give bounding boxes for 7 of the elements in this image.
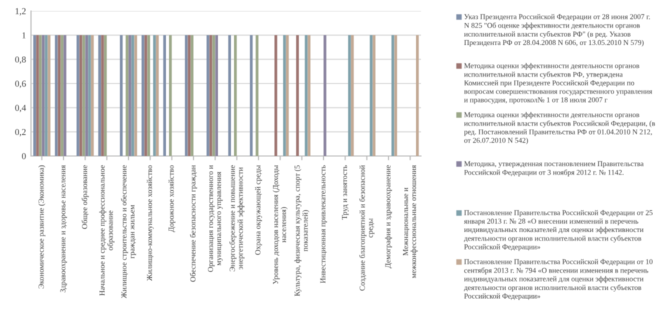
y-tick-label: 0 — [22, 153, 26, 160]
y-tick-label: 0,4 — [15, 104, 26, 112]
y-tick-label: 0,8 — [15, 56, 26, 64]
y-tick-label: 0,6 — [15, 80, 26, 88]
y-tick-label: 0,2 — [15, 128, 26, 136]
y-tick-label: 1 — [22, 32, 26, 38]
y-tick-label: 1,2 — [16, 8, 26, 16]
